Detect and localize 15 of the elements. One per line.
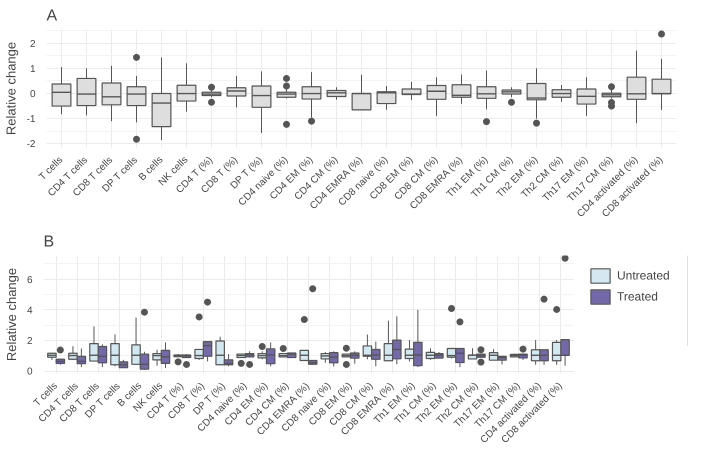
- y-tick-label: 0: [30, 89, 36, 100]
- legend-label: Untreated: [617, 268, 670, 282]
- legend-label: Treated: [617, 289, 658, 304]
- y-tick-label: 0: [26, 366, 33, 378]
- y-axis-title: Relative change: [4, 42, 19, 136]
- y-tick-label: 2: [26, 336, 33, 348]
- chart-title: B: [44, 234, 54, 250]
- chart-title: A: [46, 8, 58, 24]
- y-tick-label: 6: [26, 274, 33, 286]
- y-tick-label: 4: [26, 305, 33, 316]
- y-tick-label: 2: [30, 38, 36, 50]
- y-tick-label: 1: [30, 64, 36, 75]
- y-axis-title: Relative change: [4, 268, 19, 362]
- y-tick-label: -2: [26, 139, 36, 150]
- y-tick-label: -1: [26, 114, 36, 126]
